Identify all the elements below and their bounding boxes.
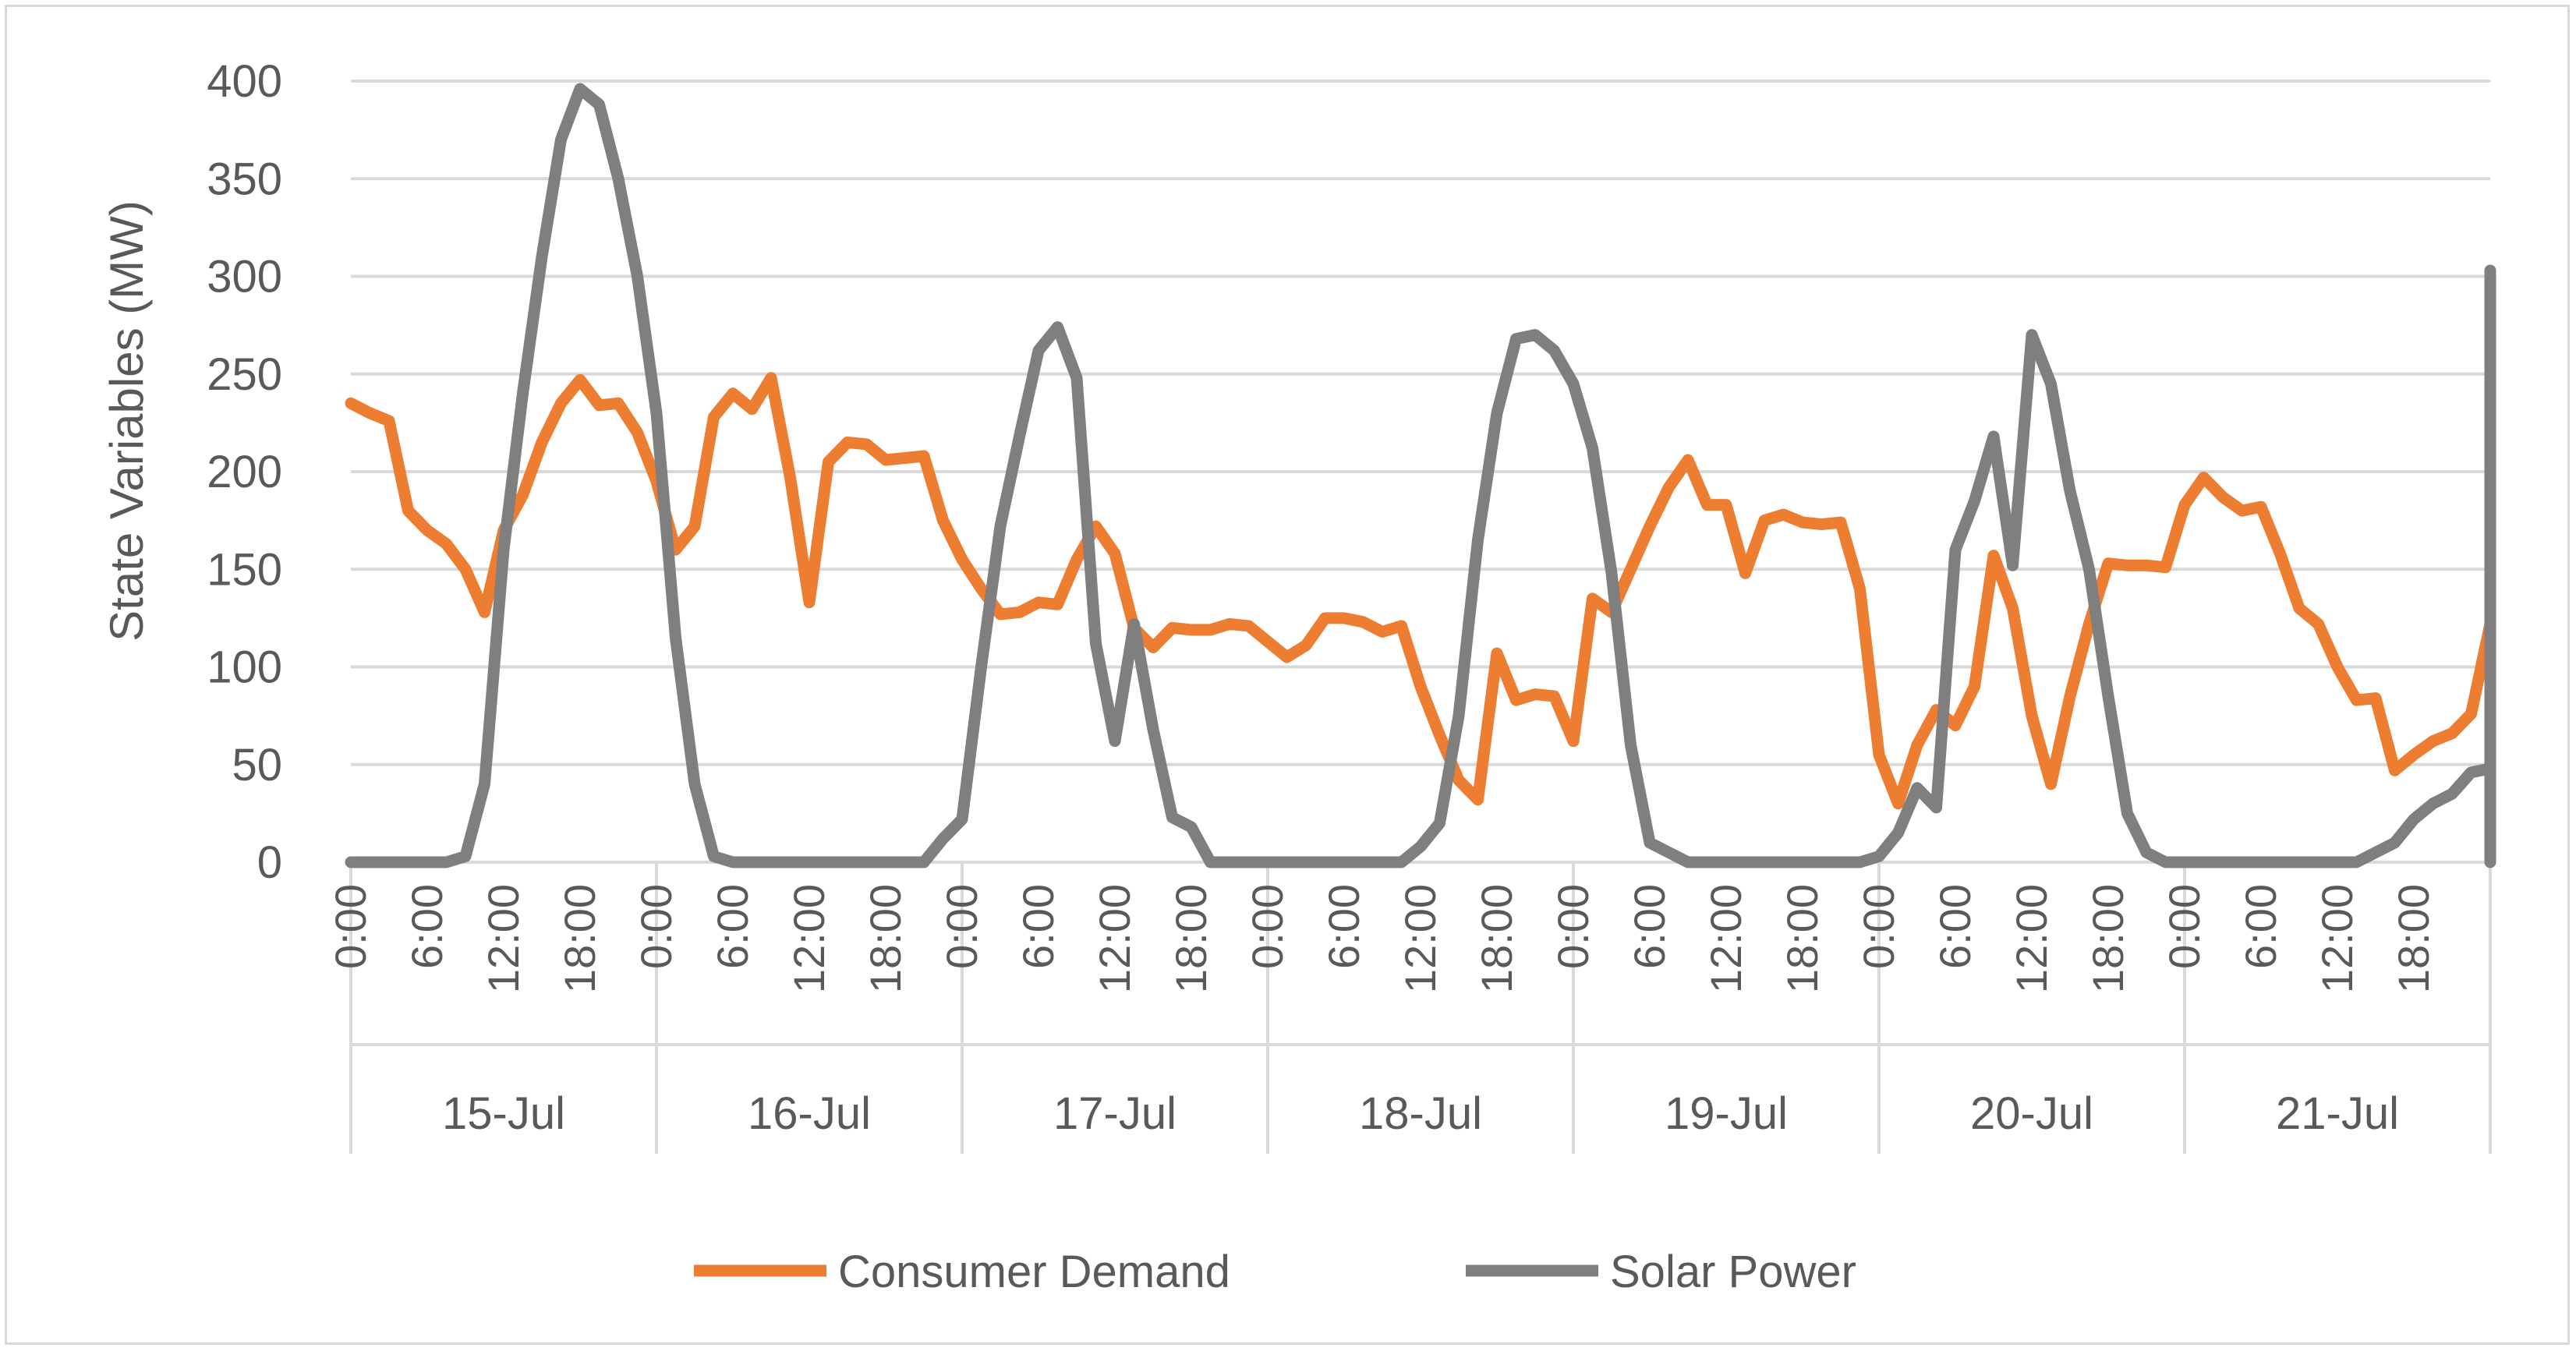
y-tick-label: 250 bbox=[207, 349, 282, 400]
y-tick-label: 100 bbox=[207, 642, 282, 693]
x-tick-label: 6:00 bbox=[1014, 884, 1063, 969]
x-tick-label: 12:00 bbox=[2312, 884, 2362, 993]
day-label: 16-Jul bbox=[748, 1088, 871, 1139]
x-tick-label: 18:00 bbox=[1472, 884, 1521, 993]
x-tick-label: 18:00 bbox=[555, 884, 604, 993]
legend-label: Solar Power bbox=[1610, 1247, 1856, 1297]
day-label: 21-Jul bbox=[2276, 1088, 2399, 1139]
x-tick-label: 0:00 bbox=[632, 884, 681, 969]
y-tick-label: 200 bbox=[207, 447, 282, 497]
y-tick-label: 0 bbox=[257, 837, 282, 888]
y-tick-label: 300 bbox=[207, 252, 282, 302]
x-tick-label: 6:00 bbox=[2236, 884, 2285, 969]
x-tick-label: 12:00 bbox=[1396, 884, 1445, 993]
legend: Consumer Demand Solar Power bbox=[694, 1247, 1856, 1297]
legend-label: Consumer Demand bbox=[838, 1247, 1230, 1297]
day-label: 18-Jul bbox=[1359, 1088, 1482, 1139]
x-tick-label: 12:00 bbox=[1701, 884, 1750, 993]
axes: 0 50 100 150 200 250 300 350 400 0:00 6:00 12:00 18:… bbox=[207, 56, 2492, 1154]
y-tick-label: 400 bbox=[207, 56, 282, 107]
x-tick-label: 0:00 bbox=[1548, 884, 1598, 969]
series-line-solar-power bbox=[345, 83, 2496, 868]
x-tick-label: 0:00 bbox=[1243, 884, 1292, 969]
x-tick-label: 6:00 bbox=[1319, 884, 1368, 969]
series-lines bbox=[345, 83, 2496, 868]
y-tick-label: 50 bbox=[232, 740, 282, 790]
x-tick-label: 6:00 bbox=[1625, 884, 1674, 969]
x-tick-label: 12:00 bbox=[479, 884, 528, 993]
y-axis-title: State Variables (MW) bbox=[101, 200, 153, 642]
x-tick-label: 0:00 bbox=[937, 884, 986, 969]
x-tick-label: 18:00 bbox=[1778, 884, 1827, 993]
x-tick-label: 12:00 bbox=[2007, 884, 2056, 993]
chart-frame bbox=[5, 5, 2570, 1345]
x-tick-label: 12:00 bbox=[784, 884, 833, 993]
day-label: 19-Jul bbox=[1665, 1088, 1788, 1139]
y-tick-label: 350 bbox=[207, 154, 282, 204]
x-tick-label: 6:00 bbox=[708, 884, 757, 969]
x-tick-label: 6:00 bbox=[402, 884, 451, 969]
x-tick-label: 6:00 bbox=[1930, 884, 1980, 969]
x-tick-label: 0:00 bbox=[326, 884, 375, 969]
x-tick-label: 18:00 bbox=[861, 884, 910, 993]
x-tick-label: 0:00 bbox=[1854, 884, 1903, 969]
x-tick-label: 18:00 bbox=[2083, 884, 2132, 993]
gridlines bbox=[351, 80, 2490, 864]
x-tick-label: 18:00 bbox=[2389, 884, 2438, 993]
x-tick-label: 18:00 bbox=[1166, 884, 1215, 993]
y-tick-label: 150 bbox=[207, 544, 282, 595]
day-label: 15-Jul bbox=[442, 1088, 565, 1139]
x-tick-label: 0:00 bbox=[2160, 884, 2209, 969]
day-label: 17-Jul bbox=[1053, 1088, 1177, 1139]
x-tick-label: 12:00 bbox=[1090, 884, 1139, 993]
day-label: 20-Jul bbox=[1970, 1088, 2093, 1139]
